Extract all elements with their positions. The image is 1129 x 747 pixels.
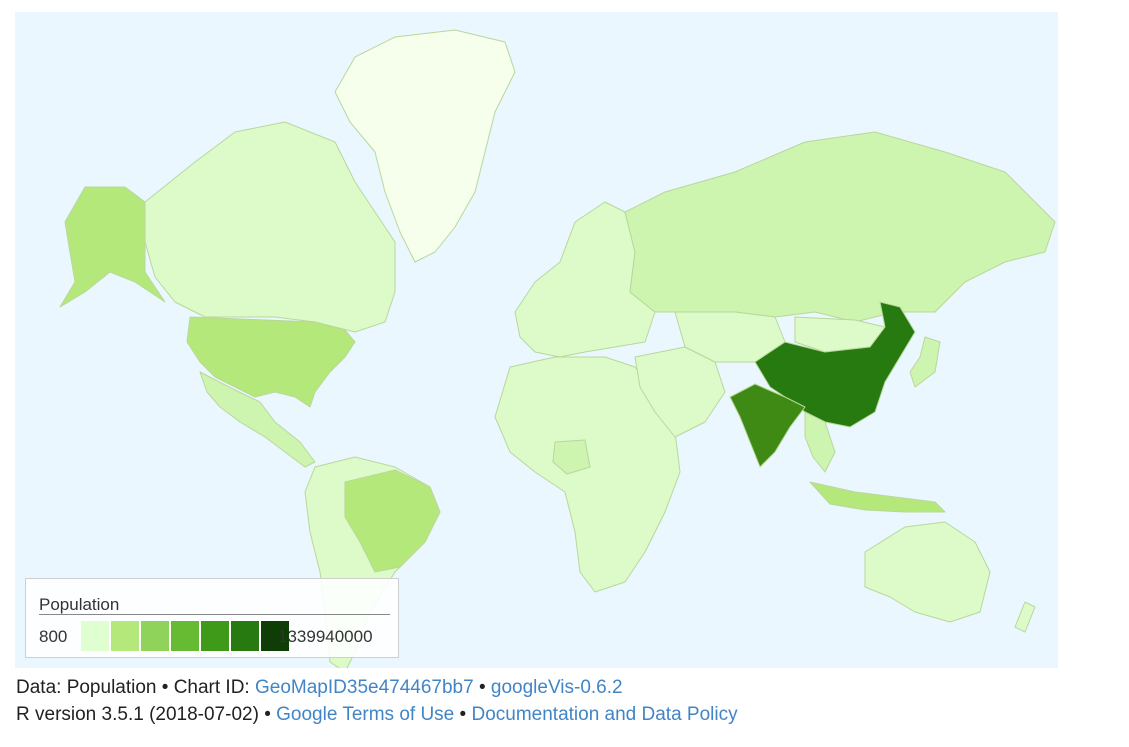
region-indonesia[interactable] bbox=[809, 481, 946, 513]
world-map-svg[interactable] bbox=[15, 12, 1058, 668]
footer-separator: • bbox=[454, 704, 472, 725]
footer-separator: • bbox=[473, 677, 491, 698]
legend-min-label: 800 bbox=[39, 627, 68, 646]
legend-swatch-0 bbox=[81, 621, 111, 651]
legend-swatch-3 bbox=[171, 621, 201, 651]
legend-divider bbox=[39, 614, 390, 615]
footer-r-version: R version 3.5.1 (2018-07-02) • bbox=[16, 704, 277, 725]
legend-swatch-4 bbox=[201, 621, 231, 651]
region-new-zealand[interactable] bbox=[1014, 601, 1036, 633]
legend-swatch-1 bbox=[111, 621, 141, 651]
region-canada[interactable] bbox=[144, 121, 396, 333]
region-india[interactable] bbox=[729, 383, 806, 468]
googlevis-link[interactable]: googleVis-0.6.2 bbox=[490, 677, 623, 698]
chart-footer: Data: Population • Chart ID: GeoMapID35e… bbox=[16, 674, 738, 728]
data-policy-link[interactable]: Documentation and Data Policy bbox=[471, 704, 738, 725]
legend-swatch-5 bbox=[231, 621, 261, 651]
footer-data-label: Data: Population • Chart ID: bbox=[16, 677, 255, 698]
footer-line-1: Data: Population • Chart ID: GeoMapID35e… bbox=[16, 674, 738, 701]
legend-title: Population bbox=[39, 595, 120, 614]
terms-of-use-link[interactable]: Google Terms of Use bbox=[276, 704, 455, 725]
region-southeast-asia[interactable] bbox=[804, 411, 836, 473]
region-greenland[interactable] bbox=[334, 29, 516, 263]
region-alaska[interactable] bbox=[59, 186, 166, 308]
geo-map[interactable]: Population 800 1339940000 bbox=[15, 12, 1058, 668]
region-nigeria[interactable] bbox=[552, 439, 591, 475]
footer-line-2: R version 3.5.1 (2018-07-02) • Google Te… bbox=[16, 701, 738, 728]
region-japan[interactable] bbox=[909, 336, 941, 388]
legend-swatch-2 bbox=[141, 621, 171, 651]
region-brazil[interactable] bbox=[344, 469, 441, 573]
region-usa[interactable] bbox=[186, 316, 356, 408]
legend-max-label: 1339940000 bbox=[278, 627, 373, 646]
region-russia[interactable] bbox=[624, 131, 1056, 323]
region-africa[interactable] bbox=[494, 356, 681, 593]
region-mexico[interactable] bbox=[199, 371, 316, 468]
legend-swatch-6 bbox=[261, 621, 291, 651]
legend-color-scale bbox=[81, 621, 291, 651]
region-australia[interactable] bbox=[864, 521, 991, 623]
chart-id-link[interactable]: GeoMapID35e474467bb7 bbox=[255, 677, 474, 698]
map-legend: Population 800 1339940000 bbox=[25, 578, 399, 658]
